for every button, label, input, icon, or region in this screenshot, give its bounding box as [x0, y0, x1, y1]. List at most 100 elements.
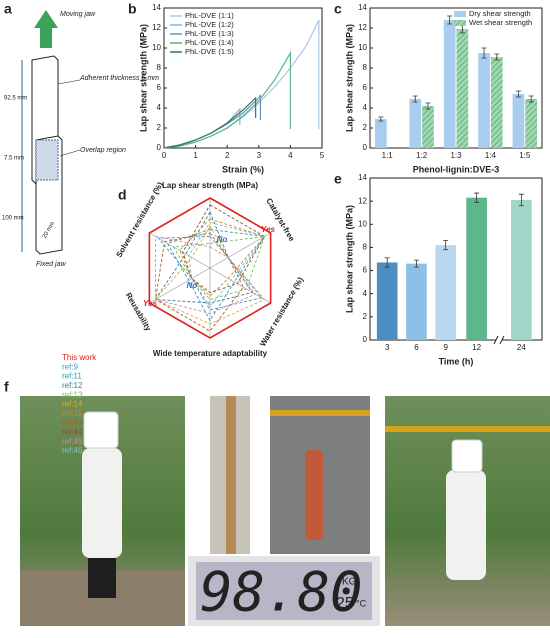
legend-label: ref:13: [62, 390, 83, 399]
x-axis-label: Strain (%): [222, 164, 264, 174]
axis-label: Catalyst-free: [264, 197, 296, 244]
axes-box: [163, 7, 323, 149]
error-bar: [443, 240, 449, 251]
x-axis-label: Time (h): [439, 356, 474, 366]
y-tick-label: 10: [358, 219, 367, 228]
y-tick-label: 12: [358, 196, 367, 205]
legend-label: ref:45: [62, 437, 83, 446]
y-tick-label: 8: [363, 243, 368, 252]
legend-label: PhL-DVE (1:2): [185, 20, 234, 29]
y-tick-label: 6: [363, 266, 368, 275]
y-tick-label: 8: [157, 63, 162, 72]
bar: [512, 94, 525, 148]
y-tick-label: 10: [358, 43, 367, 52]
y-tick-label: 4: [363, 289, 368, 298]
hatch: [422, 106, 434, 148]
axis-break: [493, 335, 505, 345]
error-bar: [515, 90, 521, 98]
label: 100 mm: [2, 216, 24, 222]
unit: KG: [342, 577, 357, 588]
person-legs: [88, 558, 116, 598]
bar: [406, 263, 427, 340]
y-tick-label: 0: [157, 143, 162, 152]
bar: [435, 245, 456, 340]
x-tick-label: 5: [320, 151, 325, 160]
leader: [59, 149, 81, 157]
legend-label: ref:12: [62, 381, 83, 390]
line: [163, 96, 257, 149]
person-coat: [82, 448, 122, 558]
face-cover: [83, 411, 119, 449]
axis-label: Wide temperature adaptability: [153, 349, 268, 358]
hatch: [525, 99, 537, 148]
y-tick-label: 4: [157, 103, 162, 112]
x-tick-label: 1:2: [416, 151, 428, 160]
x-tick-label: 1:3: [450, 151, 462, 160]
legend-label: Dry shear strength: [469, 9, 531, 18]
error-bar: [413, 259, 419, 268]
radar-series: [154, 235, 257, 314]
legend-label: This work: [62, 353, 97, 362]
y-tick-label: 14: [152, 3, 161, 12]
y-tick-label: 0: [363, 335, 368, 344]
label: Moving jaw: [60, 11, 96, 18]
hatch: [454, 20, 466, 26]
x-tick-label: 9: [443, 343, 448, 352]
label: Fixed jaw: [36, 261, 67, 268]
photos: f 98.80 KG 25 °C: [4, 379, 550, 626]
error-bar: [494, 53, 500, 61]
x-tick-label: 1:4: [485, 151, 497, 160]
hatch: [490, 57, 503, 148]
ruler: [226, 396, 236, 554]
error-bar: [528, 95, 534, 103]
axes-box: [369, 7, 543, 149]
radar-series: [154, 210, 254, 304]
legend-label: ref:46: [62, 446, 83, 455]
spoke: [149, 267, 211, 304]
error-bar: [447, 15, 453, 25]
face-cover: [451, 439, 483, 473]
y-tick-label: 2: [157, 123, 162, 132]
annotation: No: [187, 281, 198, 290]
y-tick-label: 0: [363, 143, 368, 152]
x-tick-label: 4: [288, 151, 293, 160]
bar: [466, 197, 487, 340]
x-tick-label: 1: [193, 151, 198, 160]
legend-label: ref:14: [62, 400, 83, 409]
bar: [478, 53, 490, 148]
legend-label: PhL-DVE (1:1): [185, 11, 234, 20]
axis-label: Water resistance (%): [258, 275, 305, 348]
overlap: [35, 139, 59, 181]
error-bar: [474, 192, 480, 203]
label: Overlap region: [80, 147, 126, 154]
bar: [443, 20, 456, 148]
legend-label: PhL-DVE (1:5): [185, 47, 234, 56]
temp-unit: °C: [356, 598, 367, 608]
annotation: No: [217, 235, 228, 244]
x-tick-label: 3: [257, 151, 262, 160]
reading: 98.80: [200, 561, 363, 624]
y-tick-label: 14: [358, 3, 367, 12]
legend-label: ref:15: [62, 409, 83, 418]
radar-series: [154, 232, 244, 332]
bar: [409, 99, 422, 148]
panel-label: d: [118, 187, 127, 203]
axis-break-gap: [496, 339, 502, 342]
bar: [270, 410, 370, 416]
annotation: Yes: [261, 225, 275, 234]
y-tick-label: 6: [363, 83, 368, 92]
panel-label: b: [128, 1, 137, 17]
temp: 25: [336, 595, 354, 612]
leader: [57, 79, 81, 85]
x-tick-label: 0: [162, 151, 167, 160]
x-tick-label: 3: [385, 343, 390, 352]
spoke: [209, 232, 271, 269]
y-tick-label: 12: [358, 23, 367, 32]
person-coat: [446, 470, 486, 580]
x-tick-label: 12: [472, 343, 481, 352]
panel-label: f: [4, 379, 9, 395]
y-tick-label: 6: [157, 83, 162, 92]
label: Adherent thickness 5 mm: [79, 75, 159, 82]
annotation: Yes: [143, 299, 157, 308]
